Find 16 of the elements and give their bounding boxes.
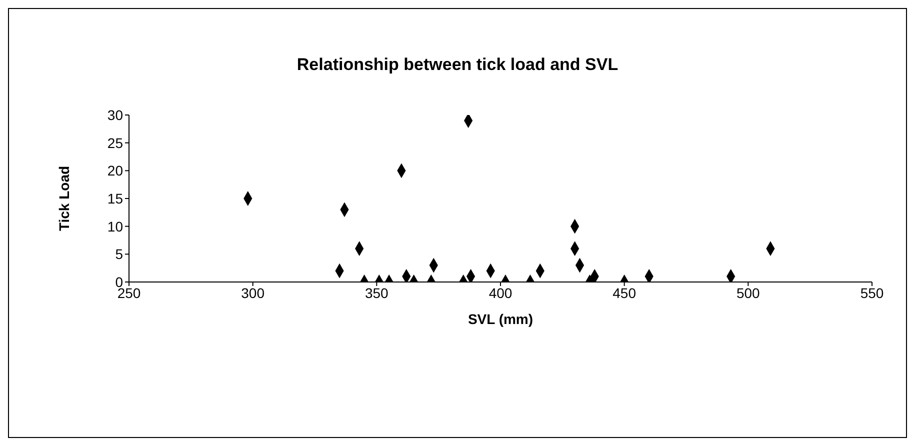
x-tick-label: 350 bbox=[364, 284, 389, 301]
point bbox=[466, 268, 476, 282]
y-tick-label: 10 bbox=[107, 218, 124, 234]
x-tick-label: 300 bbox=[241, 284, 265, 301]
x-tick-label: 450 bbox=[612, 284, 636, 301]
x-tick-label: 400 bbox=[488, 284, 512, 301]
x-axis-title: SVL (mm) bbox=[468, 311, 534, 327]
x-tick-label: 500 bbox=[736, 284, 760, 301]
y-tick-label: 20 bbox=[107, 162, 124, 179]
y-tick-label: 15 bbox=[107, 190, 124, 206]
x-tick-label: 550 bbox=[860, 284, 884, 301]
y-axis-title: Tick Load bbox=[56, 166, 72, 232]
y-tick-label: 5 bbox=[115, 246, 124, 262]
y-tick-label: 30 bbox=[107, 106, 124, 123]
y-tick-label: 25 bbox=[107, 134, 124, 151]
chart-title: Relationship between tick load and SVL bbox=[296, 55, 620, 75]
